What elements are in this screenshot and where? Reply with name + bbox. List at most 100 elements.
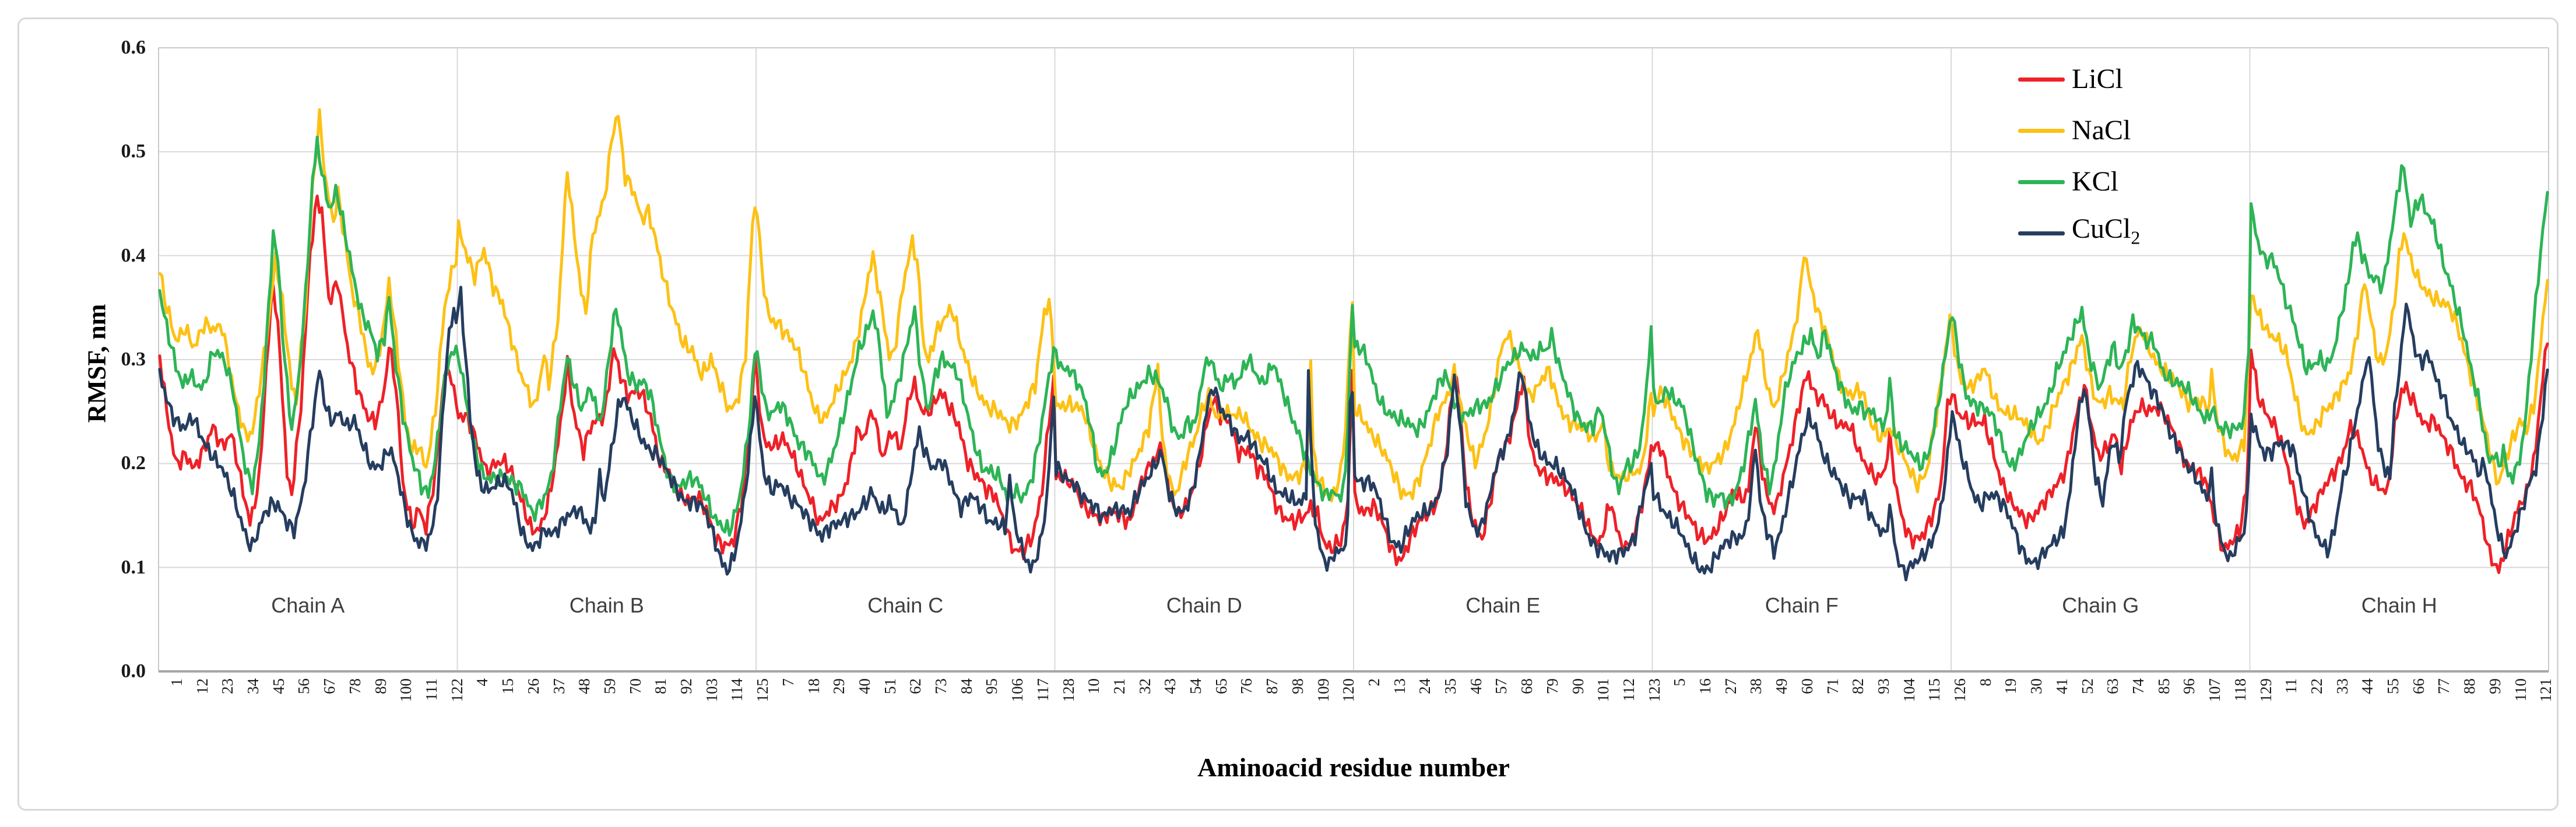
x-tick-label: 8 — [1976, 678, 1994, 687]
x-tick-label: 67 — [321, 678, 339, 694]
x-tick-label: 76 — [1238, 678, 1256, 694]
x-tick-label: 110 — [2511, 678, 2529, 702]
x-tick-label: 99 — [2486, 678, 2504, 694]
x-tick-label: 92 — [677, 678, 695, 694]
x-axis-title: Aminoacid residue number — [1197, 752, 1510, 782]
chain-label-h: Chain H — [2361, 593, 2437, 617]
x-tick-label: 21 — [1110, 678, 1128, 694]
y-tick-label: 0.1 — [121, 556, 146, 578]
x-tick-label: 95 — [983, 678, 1001, 694]
x-tick-label: 109 — [1314, 678, 1332, 702]
series-line-kcl — [158, 135, 2549, 537]
x-tick-label: 111 — [423, 678, 440, 701]
x-tick-label: 96 — [2180, 678, 2198, 694]
x-tick-label: 73 — [932, 678, 950, 694]
x-tick-label: 103 — [702, 678, 721, 702]
x-tick-label: 32 — [1136, 678, 1154, 694]
x-tick-label: 60 — [1798, 678, 1816, 694]
series-line-cucl2 — [158, 286, 2549, 582]
legend-item-nacl: NaCl — [2018, 105, 2140, 156]
x-tick-label: 125 — [754, 678, 772, 702]
x-tick-label: 27 — [1721, 678, 1739, 694]
chain-label-b: Chain B — [569, 593, 644, 617]
x-tick-label: 79 — [1543, 678, 1561, 694]
x-tick-label: 100 — [397, 678, 415, 702]
x-tick-label: 54 — [1187, 678, 1205, 694]
y-tick-label: 0.4 — [121, 244, 146, 266]
x-tick-label: 37 — [550, 678, 568, 694]
x-tick-label: 68 — [1518, 678, 1536, 694]
x-tick-label: 23 — [219, 678, 237, 694]
legend-item-licl: LiCl — [2018, 54, 2140, 105]
x-tick-label: 114 — [728, 678, 746, 702]
x-tick-label: 89 — [371, 678, 389, 694]
x-tick-label: 104 — [1900, 678, 1918, 702]
x-tick-label: 82 — [1849, 678, 1867, 694]
x-tick-label: 10 — [1085, 678, 1103, 694]
x-tick-label: 87 — [1263, 678, 1281, 694]
x-tick-label: 98 — [1288, 678, 1306, 694]
x-tick-label: 118 — [2231, 678, 2249, 702]
x-tick-label: 2 — [1365, 678, 1383, 687]
x-tick-label: 129 — [2257, 678, 2275, 702]
x-tick-label: 84 — [957, 678, 975, 694]
x-tick-label: 66 — [2409, 678, 2427, 694]
x-tick-label: 55 — [2384, 678, 2402, 694]
x-tick-label: 112 — [1619, 678, 1637, 702]
x-tick-label: 33 — [2333, 678, 2351, 694]
legend-swatch-icon — [2018, 128, 2065, 133]
x-tick-label: 106 — [1008, 678, 1027, 702]
x-tick-label: 59 — [600, 678, 618, 694]
x-tick-label: 48 — [575, 678, 593, 694]
y-tick-label: 0.6 — [121, 37, 146, 58]
series-line-nacl — [158, 108, 2549, 502]
x-tick-label: 15 — [499, 678, 517, 694]
x-tick-label: 22 — [2307, 678, 2325, 694]
x-tick-label: 63 — [2104, 678, 2122, 694]
x-tick-label: 81 — [652, 678, 670, 694]
x-tick-label: 123 — [1645, 678, 1663, 702]
x-tick-label: 77 — [2435, 678, 2453, 694]
x-tick-label: 43 — [1161, 678, 1179, 694]
x-tick-label: 57 — [1492, 678, 1510, 694]
x-tick-label: 51 — [881, 678, 899, 694]
y-tick-label: 0.3 — [121, 349, 146, 370]
x-tick-label: 74 — [2129, 678, 2147, 694]
x-tick-label: 115 — [1925, 678, 1944, 702]
legend-label: KCl — [2072, 166, 2119, 197]
legend-swatch-icon — [2018, 77, 2065, 82]
x-tick-label: 101 — [1594, 678, 1612, 702]
legend-swatch-icon — [2018, 231, 2065, 235]
x-tick-label: 126 — [1951, 678, 1969, 702]
x-tick-label: 121 — [2537, 678, 2555, 702]
x-tick-label: 85 — [2155, 678, 2173, 694]
legend-label: LiCl — [2072, 64, 2124, 94]
chain-label-d: Chain D — [1166, 593, 1242, 617]
legend-label-subscript: 2 — [2131, 227, 2141, 248]
x-tick-label: 24 — [1416, 678, 1434, 694]
x-tick-label: 40 — [855, 678, 873, 694]
x-tick-label: 65 — [1212, 678, 1230, 694]
x-tick-label: 38 — [1747, 678, 1765, 694]
x-tick-label: 88 — [2461, 678, 2479, 694]
y-tick-label: 0.5 — [121, 140, 146, 163]
x-tick-label: 29 — [830, 678, 848, 694]
x-tick-label: 11 — [2282, 678, 2300, 694]
chain-label-c: Chain C — [867, 593, 944, 617]
y-tick-label: 0.0 — [121, 660, 146, 682]
x-tick-label: 16 — [1696, 678, 1714, 694]
chain-label-f: Chain F — [1765, 593, 1839, 617]
x-tick-label: 45 — [269, 678, 287, 694]
chain-label-g: Chain G — [2062, 593, 2139, 617]
chain-label-e: Chain E — [1466, 593, 1541, 617]
x-tick-label: 62 — [906, 678, 925, 694]
x-tick-label: 117 — [1034, 678, 1052, 702]
x-tick-label: 34 — [244, 678, 262, 694]
x-tick-label: 4 — [473, 678, 491, 687]
x-tick-label: 18 — [804, 678, 823, 694]
x-tick-label: 71 — [1823, 678, 1841, 694]
x-tick-label: 128 — [1059, 678, 1077, 702]
legend-item-cucl2: CuCl2 — [2018, 207, 2140, 259]
y-tick-label: 0.2 — [121, 452, 146, 474]
